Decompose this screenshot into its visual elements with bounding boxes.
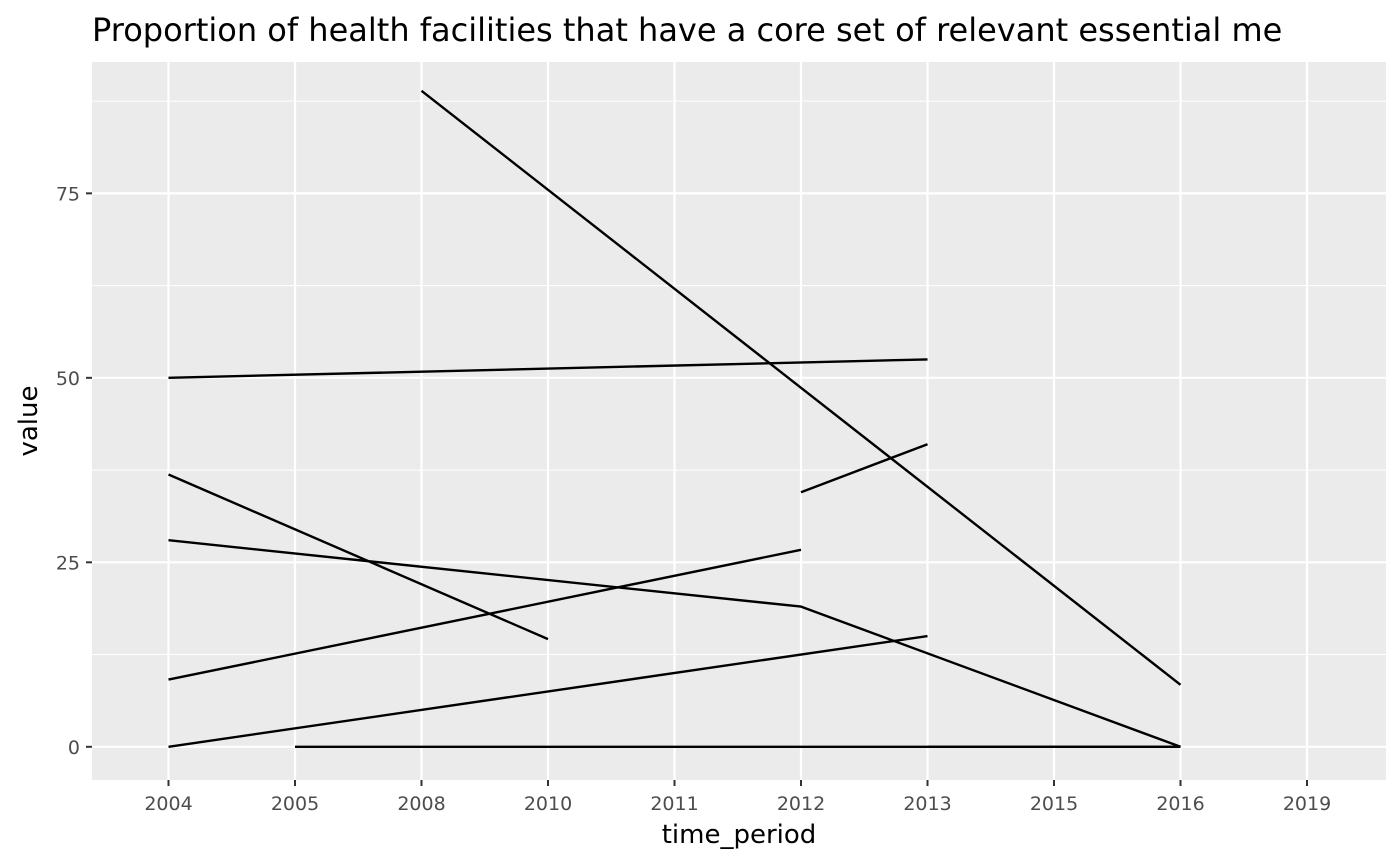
- y-tick-label: 25: [56, 552, 80, 574]
- x-axis: 2004 2005 2008 2010 2011 2012 2013 2015 2016 2019: [144, 780, 1331, 815]
- x-tick-label: 2012: [777, 793, 825, 815]
- y-axis-title: value: [14, 385, 44, 456]
- y-tick-label: 75: [56, 183, 80, 205]
- series-line-4: [168, 539, 1181, 748]
- x-tick-label: 2005: [271, 793, 319, 815]
- chart-title: Proportion of health facilities that hav…: [92, 11, 1282, 49]
- x-axis-title: time_period: [662, 820, 817, 850]
- series-line-6: [800, 443, 928, 494]
- y-axis: 0 25 50 75: [56, 183, 92, 759]
- x-tick-label: 2010: [524, 793, 572, 815]
- x-tick-label: 2008: [397, 793, 445, 815]
- series-lines: [168, 89, 1182, 748]
- x-tick-label: 2013: [903, 793, 951, 815]
- series-line-1: [420, 89, 1182, 686]
- x-tick-label: 2011: [650, 793, 698, 815]
- x-tick-label: 2004: [144, 793, 192, 815]
- y-tick-label: 0: [68, 737, 80, 759]
- x-tick-label: 2016: [1156, 793, 1204, 815]
- x-tick-label: 2015: [1030, 793, 1078, 815]
- x-tick-label: 2019: [1283, 793, 1331, 815]
- series-line-3: [168, 473, 549, 641]
- series-line-2: [168, 358, 928, 379]
- plot-panel: [92, 62, 1386, 780]
- minor-gridlines: [92, 100, 1386, 656]
- series-line-7: [168, 634, 928, 748]
- y-tick-label: 50: [56, 368, 80, 390]
- series-line-5: [168, 548, 802, 681]
